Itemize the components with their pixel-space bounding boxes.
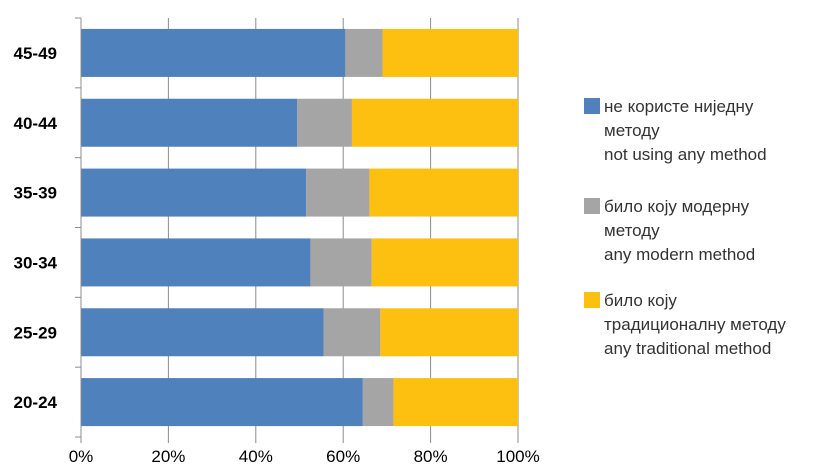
legend-label: not using any method [604, 145, 767, 164]
bar-segment [297, 98, 352, 147]
bar-segment [81, 98, 298, 147]
legend-swatch [584, 198, 600, 214]
legend-swatch [584, 292, 600, 308]
bar-segment [81, 28, 346, 77]
legend-label: методу [604, 221, 660, 240]
legend: не користе ниједну методу not using any me… [584, 97, 786, 358]
bar-segment [81, 308, 324, 357]
x-tick-label: 60% [326, 447, 360, 466]
bar-segment [81, 238, 311, 287]
legend-label: не користе ниједну [604, 97, 754, 116]
legend-label: методу [604, 121, 660, 140]
x-tick-label: 40% [239, 447, 273, 466]
legend-swatch [584, 98, 600, 114]
x-tick-label: 80% [414, 447, 448, 466]
bar-segment [345, 28, 383, 77]
category-label: 20-24 [14, 393, 58, 412]
bar-segment [81, 378, 363, 427]
bar-segment [393, 378, 518, 427]
bar-segment [382, 28, 518, 77]
bar-segment [371, 238, 518, 287]
bar-segment [380, 308, 518, 357]
x-tick-label: 20% [151, 447, 185, 466]
legend-label: any traditional method [604, 339, 771, 358]
legend-label: било коју [604, 291, 677, 310]
x-tick-label: 100% [496, 447, 539, 466]
bar-segment [310, 238, 372, 287]
legend-label: било коју модерну [604, 197, 750, 216]
bars [81, 28, 518, 427]
x-tick-label: 0% [69, 447, 94, 466]
bar-segment [351, 98, 518, 147]
category-label: 30-34 [14, 253, 58, 272]
bar-segment [81, 168, 307, 217]
category-label: 35-39 [14, 184, 57, 203]
bar-segment [369, 168, 518, 217]
bar-segment [323, 308, 381, 357]
axes: 0% 20% 40% 60% 80% 100% 45-49 40-44 35-39 30-34 25… [14, 17, 540, 466]
category-label: 45-49 [14, 44, 57, 63]
category-label: 40-44 [14, 114, 58, 133]
bar-segment [306, 168, 370, 217]
bar-segment [362, 378, 394, 427]
category-label: 25-29 [14, 323, 57, 342]
legend-label: традиционалну методу [604, 315, 786, 334]
legend-label: any modern method [604, 245, 755, 264]
